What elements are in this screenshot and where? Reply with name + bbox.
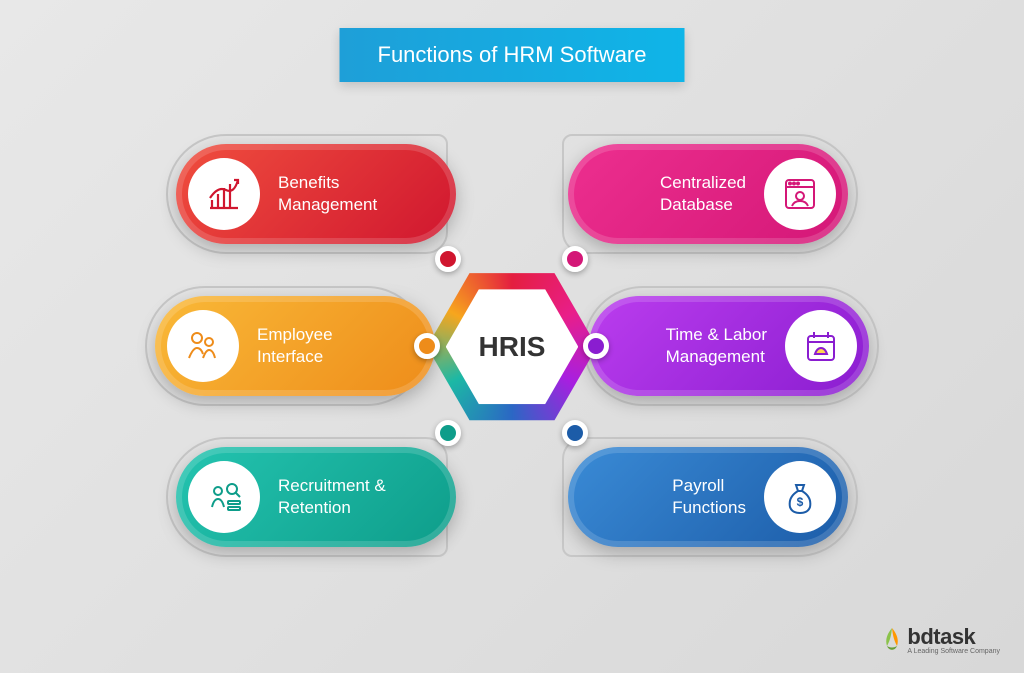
node-label: Recruitment &Retention <box>260 475 404 519</box>
node-benefits: BenefitsManagement <box>176 144 456 244</box>
node-database: CentralizedDatabase <box>568 144 848 244</box>
logo-text-wrap: bdtask A Leading Software Company <box>907 624 1000 655</box>
title-text: Functions of HRM Software <box>378 42 647 67</box>
connector-dot <box>562 246 588 272</box>
node-recruitment: Recruitment &Retention <box>176 447 456 547</box>
node-payroll: PayrollFunctions $ <box>568 447 848 547</box>
node-label: Time & LaborManagement <box>648 324 785 368</box>
hex-inner: HRIS <box>446 280 579 413</box>
hex-ring: HRIS <box>427 262 597 432</box>
money-bag-icon: $ <box>764 461 836 533</box>
center-label: HRIS <box>479 331 546 363</box>
node-label: BenefitsManagement <box>260 172 395 216</box>
node-time: Time & LaborManagement <box>589 296 869 396</box>
browser-user-icon <box>764 158 836 230</box>
person-search-icon <box>188 461 260 533</box>
brand-logo: bdtask A Leading Software Company <box>881 624 1000 655</box>
connector-dot <box>562 420 588 446</box>
calendar-hat-icon <box>785 310 857 382</box>
title-banner: Functions of HRM Software <box>340 28 685 82</box>
node-label: PayrollFunctions <box>654 475 764 519</box>
node-employee: EmployeeInterface <box>155 296 435 396</box>
connector-dot <box>435 420 461 446</box>
logo-brand: bdtask <box>907 624 1000 650</box>
center-hexagon: HRIS <box>427 262 597 432</box>
logo-leaf-icon <box>881 626 903 654</box>
svg-text:$: $ <box>797 495 804 509</box>
connector-dot <box>414 333 440 359</box>
node-label: EmployeeInterface <box>239 324 351 368</box>
people-icon <box>167 310 239 382</box>
chart-icon <box>188 158 260 230</box>
connector-dot <box>583 333 609 359</box>
logo-tagline: A Leading Software Company <box>907 648 1000 655</box>
node-label: CentralizedDatabase <box>642 172 764 216</box>
connector-dot <box>435 246 461 272</box>
